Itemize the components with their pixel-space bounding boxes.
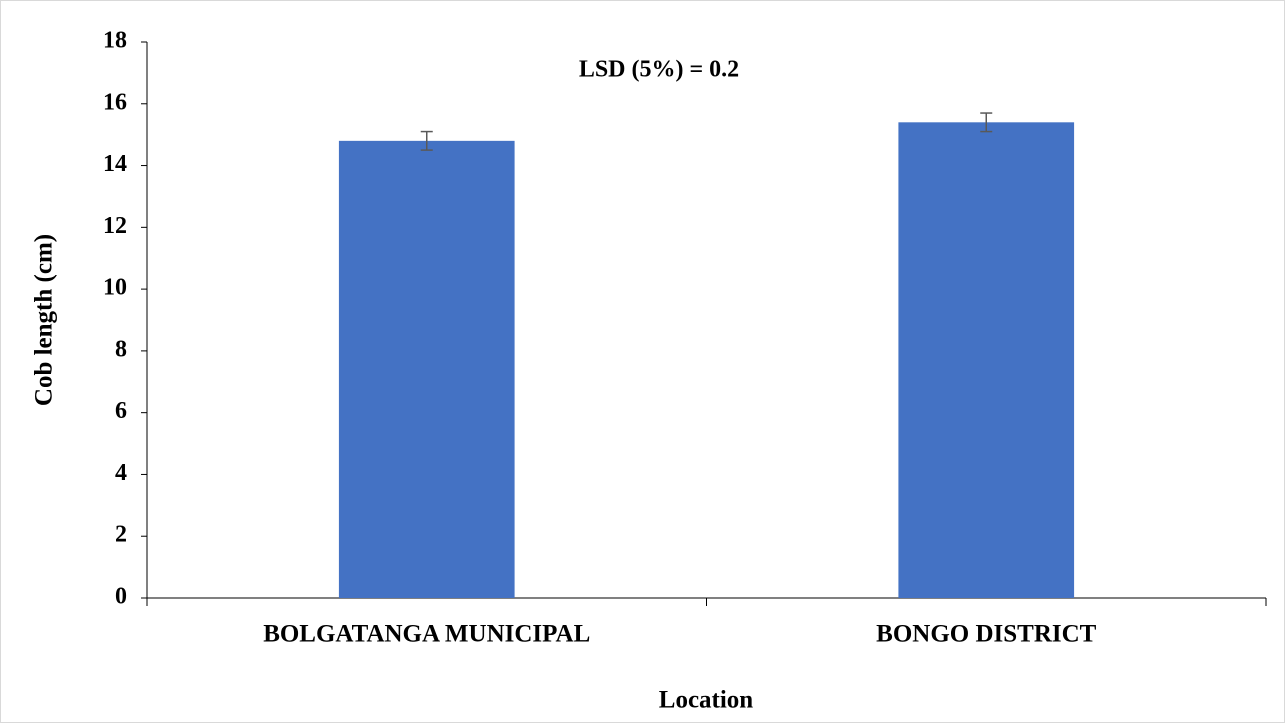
x-axis-title: Location [659, 687, 754, 714]
y-tick-label: 4 [115, 460, 127, 486]
y-tick-label: 0 [115, 584, 127, 610]
bar [898, 122, 1075, 599]
y-tick-label: 16 [103, 89, 127, 115]
y-tick-label: 14 [103, 151, 127, 177]
bar [338, 140, 515, 598]
y-tick-label: 6 [115, 398, 127, 424]
y-tick-label: 2 [115, 522, 127, 548]
y-axis-title: Cob length (cm) [31, 234, 58, 406]
y-tick-label: 18 [103, 28, 127, 54]
x-tick-label: BOLGATANGA MUNICIPAL [263, 621, 590, 648]
annotation: LSD (5%) = 0.2 [579, 57, 739, 83]
x-tick-label: BONGO DISTRICT [876, 621, 1097, 648]
y-tick-label: 8 [115, 336, 127, 362]
y-tick-label: 10 [103, 275, 127, 301]
y-tick-label: 12 [103, 213, 127, 239]
